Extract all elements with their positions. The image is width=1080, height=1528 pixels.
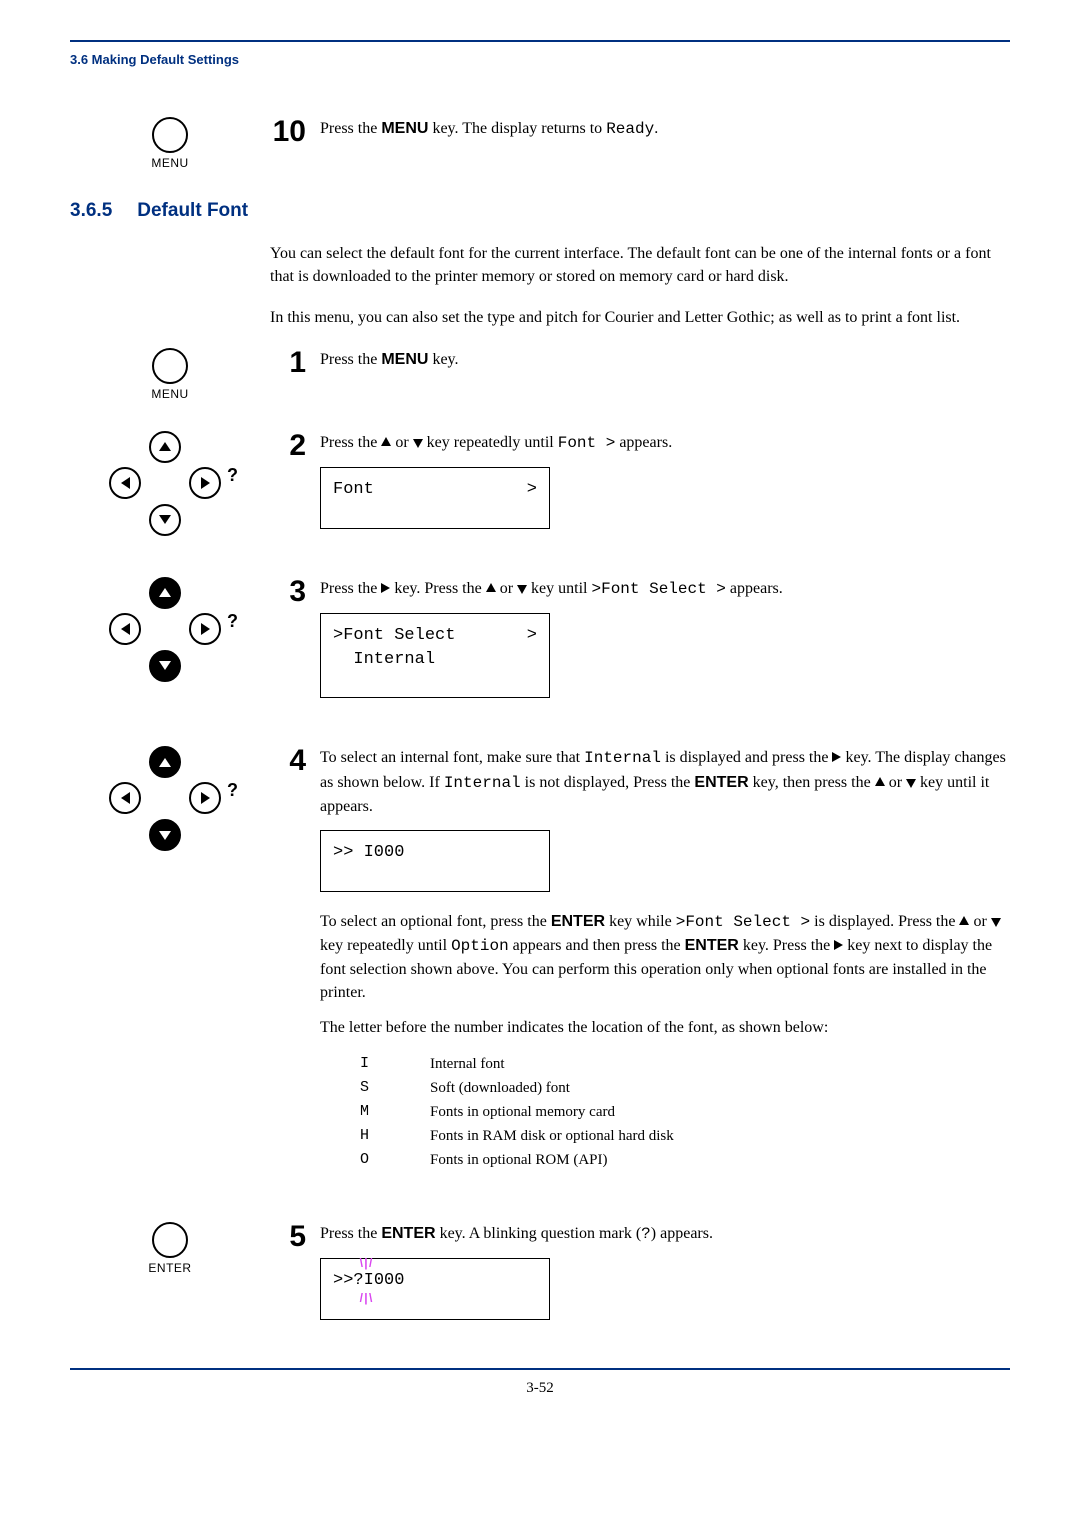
left-arrow-icon <box>109 782 141 814</box>
table-row: IInternal font <box>360 1052 1010 1076</box>
step-4-p1: To select an internal font, make sure th… <box>320 746 1010 818</box>
step-4-p2: To select an optional font, press the EN… <box>320 910 1010 1005</box>
top-rule <box>70 40 1010 42</box>
up-triangle-icon <box>875 777 885 786</box>
right-triangle-icon <box>832 752 841 762</box>
down-arrow-icon <box>149 650 181 682</box>
up-triangle-icon <box>381 437 391 446</box>
up-arrow-icon <box>149 746 181 778</box>
bottom-rule <box>70 1368 1010 1370</box>
step-5: ENTER 5 Press the ENTER key. A blinking … <box>70 1222 1010 1338</box>
down-triangle-icon <box>991 918 1001 927</box>
step-1: MENU 1 Press the MENU key. <box>70 348 1010 401</box>
up-arrow-icon <box>149 577 181 609</box>
page-number: 3-52 <box>70 1380 1010 1397</box>
step-number-5: 5 <box>270 1222 320 1252</box>
up-arrow-icon <box>149 431 181 463</box>
section-title: Default Font <box>137 200 248 221</box>
right-triangle-icon <box>381 583 390 593</box>
section-heading: 3.6.5 Default Font <box>70 200 1010 222</box>
step-number-4: 4 <box>270 746 320 776</box>
step-5-text: Press the ENTER key. A blinking question… <box>320 1222 1010 1246</box>
step-10: MENU 10 Press the MENU key. The display … <box>70 117 1010 170</box>
down-triangle-icon <box>517 585 527 594</box>
question-mark-icon: ? <box>227 465 238 486</box>
down-triangle-icon <box>413 439 423 448</box>
menu-key-label: MENU <box>151 387 188 401</box>
table-row: OFonts in optional ROM (API) <box>360 1148 1010 1172</box>
table-row: MFonts in optional memory card <box>360 1100 1010 1124</box>
lcd-display: >Font Select> Internal <box>320 613 550 699</box>
up-triangle-icon <box>959 916 969 925</box>
step-number-2: 2 <box>270 431 320 461</box>
table-row: HFonts in RAM disk or optional hard disk <box>360 1124 1010 1148</box>
step-3-text: Press the key. Press the or key until >F… <box>320 577 1010 601</box>
step-2-text: Press the or key repeatedly until Font >… <box>320 431 1010 455</box>
menu-key-icon: MENU <box>151 348 188 401</box>
section-number: 3.6.5 <box>70 200 112 221</box>
enter-key-icon: ENTER <box>148 1222 191 1275</box>
down-arrow-icon <box>149 819 181 851</box>
lcd-display: Font> <box>320 467 550 529</box>
table-row: SSoft (downloaded) font <box>360 1076 1010 1100</box>
right-arrow-icon <box>189 613 221 645</box>
arrow-pad-icon: ? <box>105 577 235 682</box>
step-1-text: Press the MENU key. <box>320 348 1010 371</box>
right-arrow-icon <box>189 782 221 814</box>
step-4-p3: The letter before the number indicates t… <box>320 1016 1010 1039</box>
left-arrow-icon <box>109 467 141 499</box>
right-triangle-icon <box>834 940 843 950</box>
enter-key-label: ENTER <box>148 1261 191 1275</box>
step-2: ? 2 Press the or key repeatedly until Fo… <box>70 431 1010 547</box>
intro-p1: You can select the default font for the … <box>270 242 1010 288</box>
step-number-1: 1 <box>270 348 320 378</box>
down-triangle-icon <box>906 779 916 788</box>
down-arrow-icon <box>149 504 181 536</box>
up-triangle-icon <box>486 583 496 592</box>
blinking-cursor-icon: \ | /I/ | \ <box>364 1269 374 1293</box>
left-arrow-icon <box>109 613 141 645</box>
step-number-10: 10 <box>270 117 320 147</box>
arrow-pad-icon: ? <box>105 746 235 851</box>
font-location-table: IInternal font SSoft (downloaded) font M… <box>360 1052 1010 1172</box>
lcd-display: >> I000 <box>320 830 550 892</box>
intro-p2: In this menu, you can also set the type … <box>270 306 1010 329</box>
question-mark-icon: ? <box>227 780 238 801</box>
lcd-display: >>?\ | /I/ | \000 <box>320 1258 550 1320</box>
menu-key-label: MENU <box>151 156 188 170</box>
arrow-pad-icon: ? <box>105 431 235 536</box>
step-3: ? 3 Press the key. Press the or key unti… <box>70 577 1010 717</box>
right-arrow-icon <box>189 467 221 499</box>
step-10-text: Press the MENU key. The display returns … <box>320 117 1010 141</box>
step-number-3: 3 <box>270 577 320 607</box>
header-breadcrumb: 3.6 Making Default Settings <box>70 52 1010 67</box>
question-mark-icon: ? <box>227 611 238 632</box>
menu-key-icon: MENU <box>151 117 188 170</box>
step-4: ? 4 To select an internal font, make sur… <box>70 746 1010 1191</box>
